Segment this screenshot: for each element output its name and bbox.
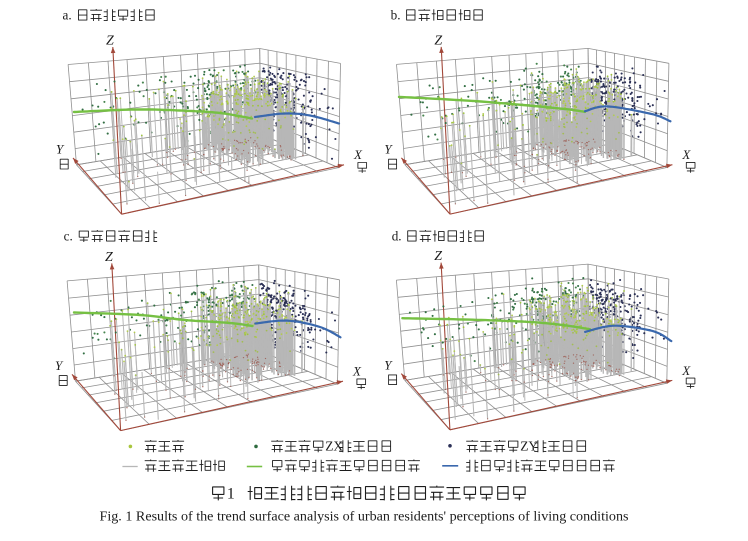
svg-text:X: X [681, 147, 691, 162]
svg-text:a.: a. [63, 7, 72, 22]
svg-text:b.: b. [391, 7, 401, 22]
svg-text:Fig. 1 Results of the trend: Fig. 1 Results of the trend surface anal… [100, 509, 629, 525]
svg-text:Z: Z [106, 34, 114, 49]
svg-text:1: 1 [227, 484, 235, 502]
svg-text:X: X [681, 363, 691, 378]
svg-text:c.: c. [64, 228, 73, 243]
svg-text:d.: d. [392, 228, 402, 243]
svg-text:Z: Z [434, 33, 442, 48]
svg-text:X: X [352, 364, 362, 379]
svg-text:Z: Z [105, 250, 113, 265]
svg-text:Z: Z [434, 249, 442, 264]
svg-text:X: X [353, 147, 363, 162]
